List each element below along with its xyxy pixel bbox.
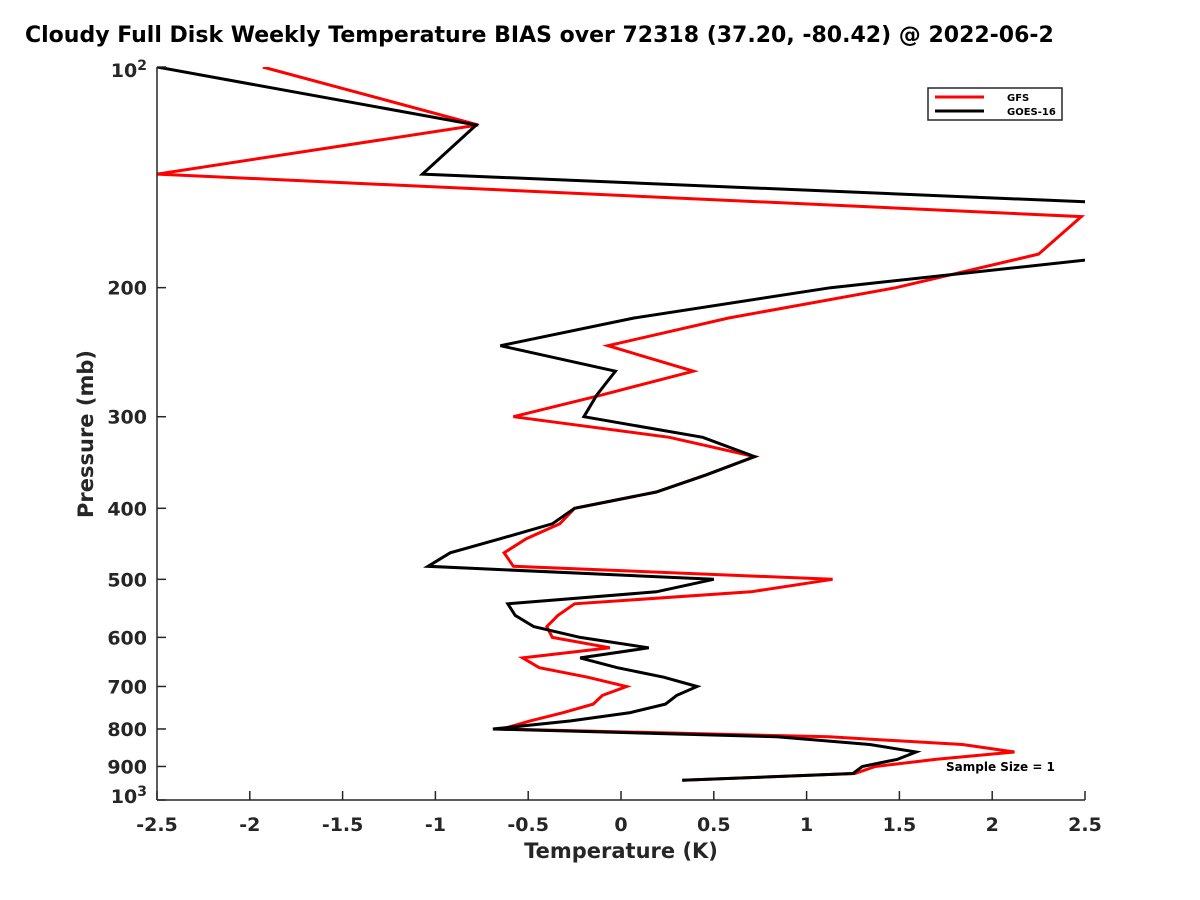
y-tick-label: 500 (107, 569, 147, 591)
x-axis-label: Temperature (K) (524, 839, 718, 863)
y-tick-label: 600 (107, 627, 147, 649)
y-tick-label: 700 (107, 676, 147, 698)
x-tick-label: -0.5 (507, 814, 549, 836)
x-tick-label: -2.5 (136, 814, 178, 836)
series-line-goes16 (157, 67, 1085, 782)
series-layer (157, 67, 1085, 782)
legend-box (927, 87, 1063, 121)
y-axis-label: Pressure (mb) (74, 350, 98, 518)
x-tick-label: -2 (239, 814, 260, 836)
y-tick-label: 400 (107, 498, 147, 520)
legend: GFS GOES-16 (927, 87, 1063, 121)
legend-label-gfs: GFS (1007, 93, 1029, 104)
x-tick-label: -1.5 (322, 814, 364, 836)
y-tick-label: 103 (111, 784, 147, 808)
chart-title: Cloudy Full Disk Weekly Temperature BIAS… (25, 23, 1054, 48)
x-tick-label: 1 (800, 814, 813, 836)
y-tick-label: 200 (107, 278, 147, 300)
x-tick-label: 0 (614, 814, 627, 836)
legend-label-goes16: GOES-16 (1007, 107, 1056, 118)
x-tick-label: 0.5 (697, 814, 731, 836)
y-tick-label: 300 (107, 407, 147, 429)
x-tick-label: 2 (986, 814, 999, 836)
sample-size-annotation: Sample Size = 1 (946, 760, 1055, 774)
axes: -2.5 -2 -1.5 -1 -0.5 0 0.5 1 1.5 2 2.5 102 200 300 400… (107, 58, 1102, 836)
y-tick-label: 102 (111, 58, 147, 82)
x-tick-label: -1 (425, 814, 446, 836)
y-tick-label: 900 (107, 756, 147, 778)
x-tick-label: 1.5 (883, 814, 917, 836)
y-tick-label: 800 (107, 719, 147, 741)
x-tick-label: 2.5 (1068, 814, 1102, 836)
